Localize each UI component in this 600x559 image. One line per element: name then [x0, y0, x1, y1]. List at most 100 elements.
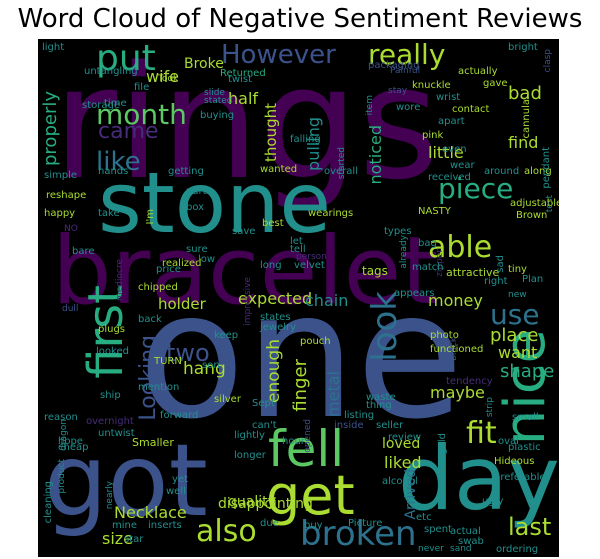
word-finger: finger	[290, 359, 311, 412]
word-bag: bag	[418, 238, 437, 249]
word-untangling: untangling	[84, 66, 138, 77]
word-reason: reason	[44, 412, 78, 423]
word-look: look	[365, 291, 405, 362]
word-test: test	[545, 195, 555, 213]
word-light: light	[42, 42, 65, 53]
word-sept: Sept	[252, 398, 275, 409]
word-star: star	[124, 534, 144, 545]
word-two: two	[166, 339, 210, 367]
word-nearly: nearly	[105, 481, 115, 510]
word-brown: Brown	[516, 210, 548, 221]
word-little: little	[428, 143, 464, 162]
word-never: never	[418, 544, 444, 554]
word-liked: liked	[384, 453, 422, 472]
word-hope: hope	[58, 436, 83, 447]
word-cheap: cheap	[58, 442, 89, 453]
word-gave: gave	[483, 78, 508, 89]
word-pendant: pendant	[541, 147, 552, 189]
word-contact: contact	[452, 104, 490, 115]
word-lightly: lightly	[234, 430, 265, 441]
word-long: long	[260, 260, 282, 271]
word-forward: forward	[160, 410, 199, 421]
word-well: well	[166, 486, 186, 497]
word-velvet: velvet	[294, 260, 325, 271]
word-untwist: untwist	[98, 428, 135, 439]
word-enough: enough	[264, 339, 284, 403]
word-wearings: wearings	[308, 208, 354, 219]
word-plan: Plan	[522, 274, 544, 285]
word-sand: sand	[450, 544, 472, 554]
word-waste: waste	[366, 392, 396, 403]
word-appears: appears	[394, 288, 435, 299]
word-knuckle: knuckle	[412, 80, 451, 91]
word-one: one	[138, 255, 464, 458]
word-buy: buy	[304, 520, 323, 531]
word-opened: opened	[303, 419, 313, 453]
word-wrist: wrist	[436, 92, 461, 103]
word-tags: tags	[362, 264, 388, 278]
word-came: came	[98, 119, 159, 144]
word-cloud-canvas: rings stone bracelet one got day get fel…	[38, 39, 559, 557]
word-mention: mention	[138, 382, 180, 393]
word-hang: hang	[183, 359, 226, 379]
word-pouch: pouch	[300, 336, 331, 347]
word-reshape: reshape	[46, 190, 87, 201]
word-size: size	[102, 529, 134, 548]
word-file: file	[134, 82, 150, 93]
word-let: let	[290, 236, 303, 247]
word-ship: ship	[100, 390, 121, 401]
word-noticed: noticed	[366, 125, 385, 185]
word-impressive: impressive	[243, 277, 253, 326]
word-chain: chain	[305, 291, 349, 310]
word-item: item	[365, 95, 375, 116]
word-day: day	[398, 427, 559, 530]
word-mediocre: mediocre	[115, 259, 125, 302]
word-cleaning: cleaning	[43, 481, 54, 524]
word-returned: Returned	[220, 68, 266, 79]
word-picture: Picture	[348, 518, 383, 529]
word-half: half	[228, 89, 259, 108]
word-take: take	[98, 208, 120, 219]
word-money: money	[428, 291, 483, 310]
word-able: able	[428, 230, 493, 265]
word-inside: inside	[334, 420, 364, 431]
word-longer: longer	[234, 450, 266, 461]
word-functioned: functioned	[430, 344, 484, 355]
word-im: I'm	[145, 209, 156, 225]
word-match: match	[412, 262, 444, 273]
word-stated: stated	[204, 96, 233, 106]
word-slide: slide	[204, 88, 225, 98]
word-low: low	[198, 254, 216, 265]
word-holder: holder	[158, 295, 206, 313]
word-plugs: plugs	[98, 324, 126, 335]
word-chipped: chipped	[138, 282, 178, 293]
word-strip: strip	[485, 397, 495, 418]
word-quality: quality	[228, 494, 276, 510]
word-already: already	[399, 235, 409, 269]
word-storage: storage	[82, 100, 120, 111]
word-took: Took	[158, 74, 179, 84]
word-tell: tell	[290, 244, 306, 255]
word-wear: wear	[450, 160, 475, 171]
word-get: get	[266, 464, 355, 527]
word-piece: piece	[438, 172, 514, 205]
word-inserts: inserts	[148, 520, 182, 531]
word-wore: wore	[396, 102, 421, 113]
word-states: states	[260, 312, 291, 323]
word-fell: fell	[268, 420, 345, 478]
word-cant: can't	[252, 420, 277, 431]
word-last: last	[508, 513, 552, 541]
word-disappointing: disappointing	[218, 496, 313, 512]
word-tendency: tendency	[446, 376, 493, 387]
word-keep: keep	[214, 330, 239, 341]
word-silver: silver	[214, 394, 241, 405]
word-right: right	[484, 276, 508, 287]
word-thing: thing	[366, 400, 392, 411]
word-price: price	[156, 264, 181, 275]
word-want: want	[498, 343, 538, 362]
word-twist: twist	[228, 74, 253, 85]
word-like: like	[96, 147, 141, 177]
word-properly: properly	[40, 91, 61, 166]
word-parts: parts	[186, 186, 212, 197]
word-hideous: Hideous	[494, 456, 535, 467]
